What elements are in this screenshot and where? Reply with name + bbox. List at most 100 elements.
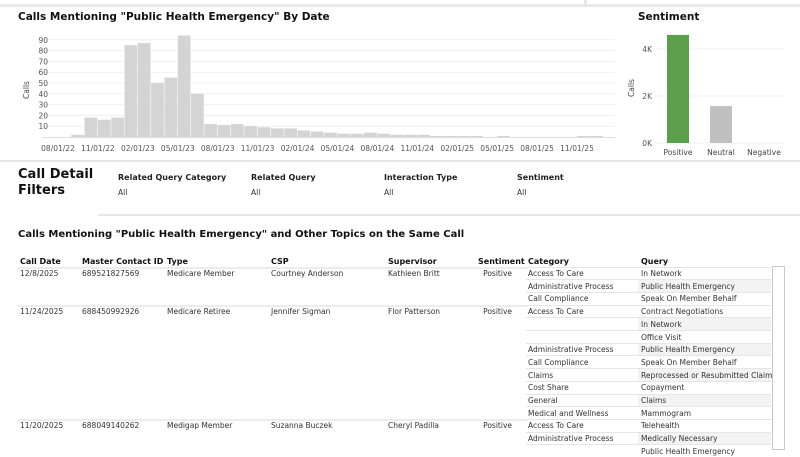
y-tick-label: 20 — [38, 111, 48, 120]
row-divider — [18, 304, 528, 307]
timeline-bar — [497, 135, 510, 137]
timeline-bar — [124, 45, 138, 138]
y-tick-label: 70 — [38, 57, 48, 66]
y-tick-label: 90 — [38, 36, 48, 45]
x-tick-label: 11/01/24 — [400, 144, 434, 153]
timeline-bar — [377, 133, 391, 137]
query-text: In Network — [641, 269, 682, 278]
x-tick-label: Positive — [664, 148, 693, 157]
column-header[interactable]: Call Date — [20, 257, 61, 266]
category-text: Administrative Process — [528, 281, 614, 291]
column-header[interactable]: Supervisor — [388, 257, 437, 266]
query-text: Telehealth — [641, 421, 680, 431]
timeline-bar — [577, 135, 590, 137]
query-cell: Speak On Member Behalf — [638, 291, 771, 305]
query-text: Public Health Emergency — [641, 446, 735, 456]
filter-label: Related Query — [251, 173, 316, 182]
y-axis-label: Calls — [627, 79, 636, 97]
timeline-bar — [390, 134, 404, 137]
filter-value[interactable]: All — [251, 188, 261, 197]
filters-title-line1: Call Detail — [18, 167, 94, 182]
cell-id: 688450992926 — [82, 307, 140, 317]
category-cell: Access To Care — [526, 418, 638, 432]
category-cell: Administrative Process — [526, 342, 638, 356]
category-text: Medical and Wellness — [528, 408, 609, 418]
filter-value[interactable]: All — [118, 188, 128, 197]
y-tick-label: 80 — [38, 47, 48, 56]
cell-csp: Courtney Anderson — [271, 269, 344, 278]
sentiment-title: Sentiment — [638, 11, 700, 23]
column-header[interactable]: CSP — [271, 257, 289, 266]
category-text: Access To Care — [528, 421, 584, 431]
filter-value[interactable]: All — [384, 188, 394, 197]
filter-value[interactable]: All — [517, 188, 527, 197]
column-header[interactable]: Query — [641, 257, 669, 266]
filter-label: Related Query Category — [118, 173, 227, 182]
y-tick-label: 50 — [38, 79, 48, 88]
query-text: Mammogram — [641, 408, 692, 418]
y-tick-label: 2K — [642, 92, 653, 101]
divider — [0, 160, 800, 162]
table-title: Calls Mentioning "Public Health Emergenc… — [18, 229, 465, 240]
category-cell: Call Compliance — [526, 355, 638, 368]
y-tick-label: 60 — [38, 68, 48, 77]
timeline-bar — [231, 124, 244, 137]
category-cell: General — [526, 393, 638, 407]
query-text: Speak On Member Behalf — [641, 294, 737, 304]
query-cell: Mammogram — [638, 406, 771, 419]
column-header[interactable]: Master Contact ID — [82, 257, 164, 266]
timeline-bar — [457, 135, 470, 137]
cell-sentiment: Positive — [483, 307, 512, 317]
category-cell: Claims — [526, 368, 638, 381]
cell-supervisor: Cheryl Padilla — [388, 421, 439, 431]
filter-related-query[interactable]: Related Query All — [251, 173, 376, 197]
query-text: Contract Negotiations — [641, 307, 724, 317]
query-cell: Reprocessed or Resubmitted Claims — [638, 368, 776, 381]
table-scrollbar[interactable] — [772, 266, 785, 450]
y-tick-label: 10 — [38, 122, 48, 131]
y-tick-label: 4K — [642, 45, 653, 54]
column-header[interactable]: Type — [167, 257, 188, 266]
category-text: Administrative Process — [528, 345, 614, 355]
cell-date: 11/24/2025 — [20, 307, 64, 317]
y-tick-label: 0K — [642, 139, 653, 148]
row-divider — [18, 266, 528, 269]
cell-id: 689521827569 — [82, 269, 140, 278]
query-cell: Public Health Emergency — [638, 444, 771, 457]
category-cell: Access To Care — [526, 266, 638, 280]
row-divider — [18, 418, 528, 421]
sentiment-bar-positive — [667, 34, 689, 143]
cell-sentiment: Positive — [483, 421, 512, 431]
cell-type: Medicare Retiree — [167, 307, 231, 317]
x-tick-label: 08/01/24 — [361, 144, 395, 153]
category-cell — [526, 444, 638, 457]
timeline-bar — [151, 83, 164, 137]
column-header[interactable]: Category — [528, 257, 569, 266]
query-cell: Copayment — [638, 380, 771, 394]
y-axis-label: Calls — [22, 81, 31, 99]
category-text: Cost Share — [528, 383, 569, 393]
x-tick-label: 11/01/23 — [241, 144, 275, 153]
category-text: Call Compliance — [528, 357, 589, 367]
category-cell: Access To Care — [526, 304, 638, 318]
x-tick-label: Neutral — [707, 148, 735, 157]
y-tick-label: 30 — [38, 101, 48, 110]
filter-interaction-type[interactable]: Interaction Type All — [384, 173, 509, 197]
query-text: In Network — [641, 319, 682, 329]
filter-related-query-category[interactable]: Related Query Category All — [118, 173, 243, 197]
filter-label: Interaction Type — [384, 173, 458, 182]
x-tick-label: 11/01/22 — [81, 144, 115, 153]
timeline-bar — [191, 93, 204, 137]
query-text: Reprocessed or Resubmitted Claims — [641, 370, 777, 380]
category-cell: Call Compliance — [526, 291, 638, 305]
timeline-bar — [137, 43, 151, 137]
timeline-bar — [364, 132, 377, 137]
column-header[interactable]: Sentiment — [478, 257, 525, 266]
timeline-bar — [430, 135, 444, 137]
x-tick-label: 02/01/25 — [440, 144, 474, 153]
x-tick-label: 08/01/23 — [201, 144, 235, 153]
filters-title: Call Detail Filters — [18, 167, 93, 199]
panel-divider — [584, 0, 587, 6]
filter-sentiment[interactable]: Sentiment All — [517, 173, 642, 197]
